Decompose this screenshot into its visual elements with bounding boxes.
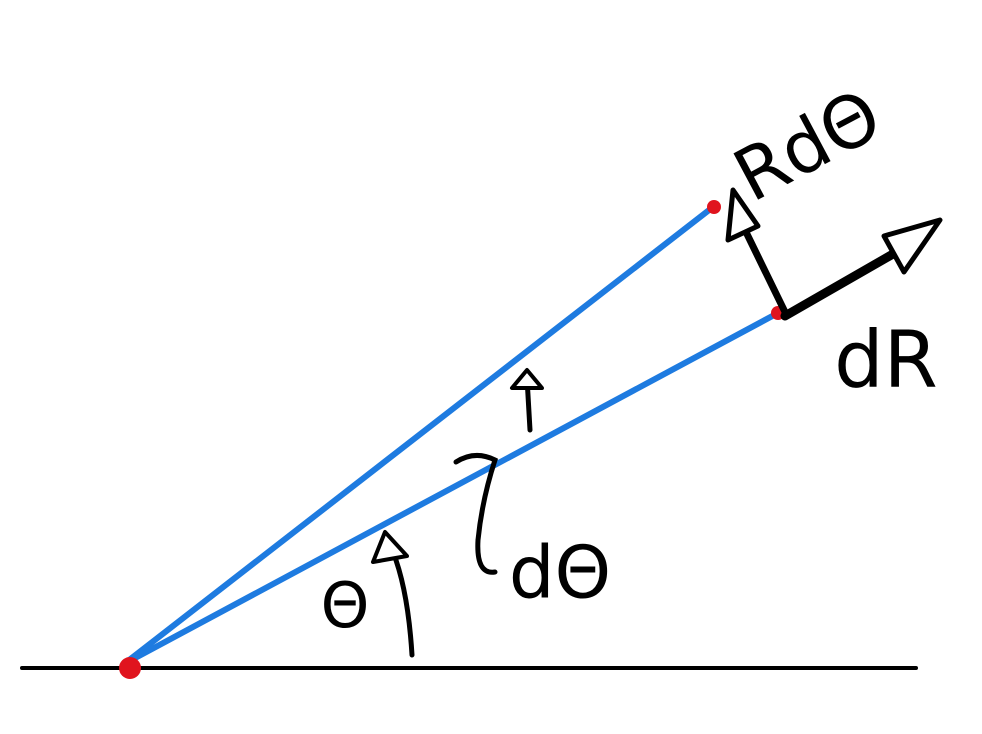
theta-label: Θ [321,569,370,642]
theta-arrow-head [371,530,409,564]
dr-arrow-shaft [780,245,905,321]
dtheta-label: dΘ [509,531,611,615]
r-dtheta-arrow-head [725,187,761,243]
dr-arrow-head [881,217,943,275]
upper-ray [121,204,716,667]
lower-ray [121,310,781,667]
theta-arrow-shaft [390,549,415,658]
dtheta-arrow-head [510,368,544,390]
r-dtheta-arrow-shaft [742,228,789,316]
upper-point [707,200,721,214]
dr-label: dR [834,315,938,405]
brace [453,453,499,575]
origin-point [119,657,141,679]
